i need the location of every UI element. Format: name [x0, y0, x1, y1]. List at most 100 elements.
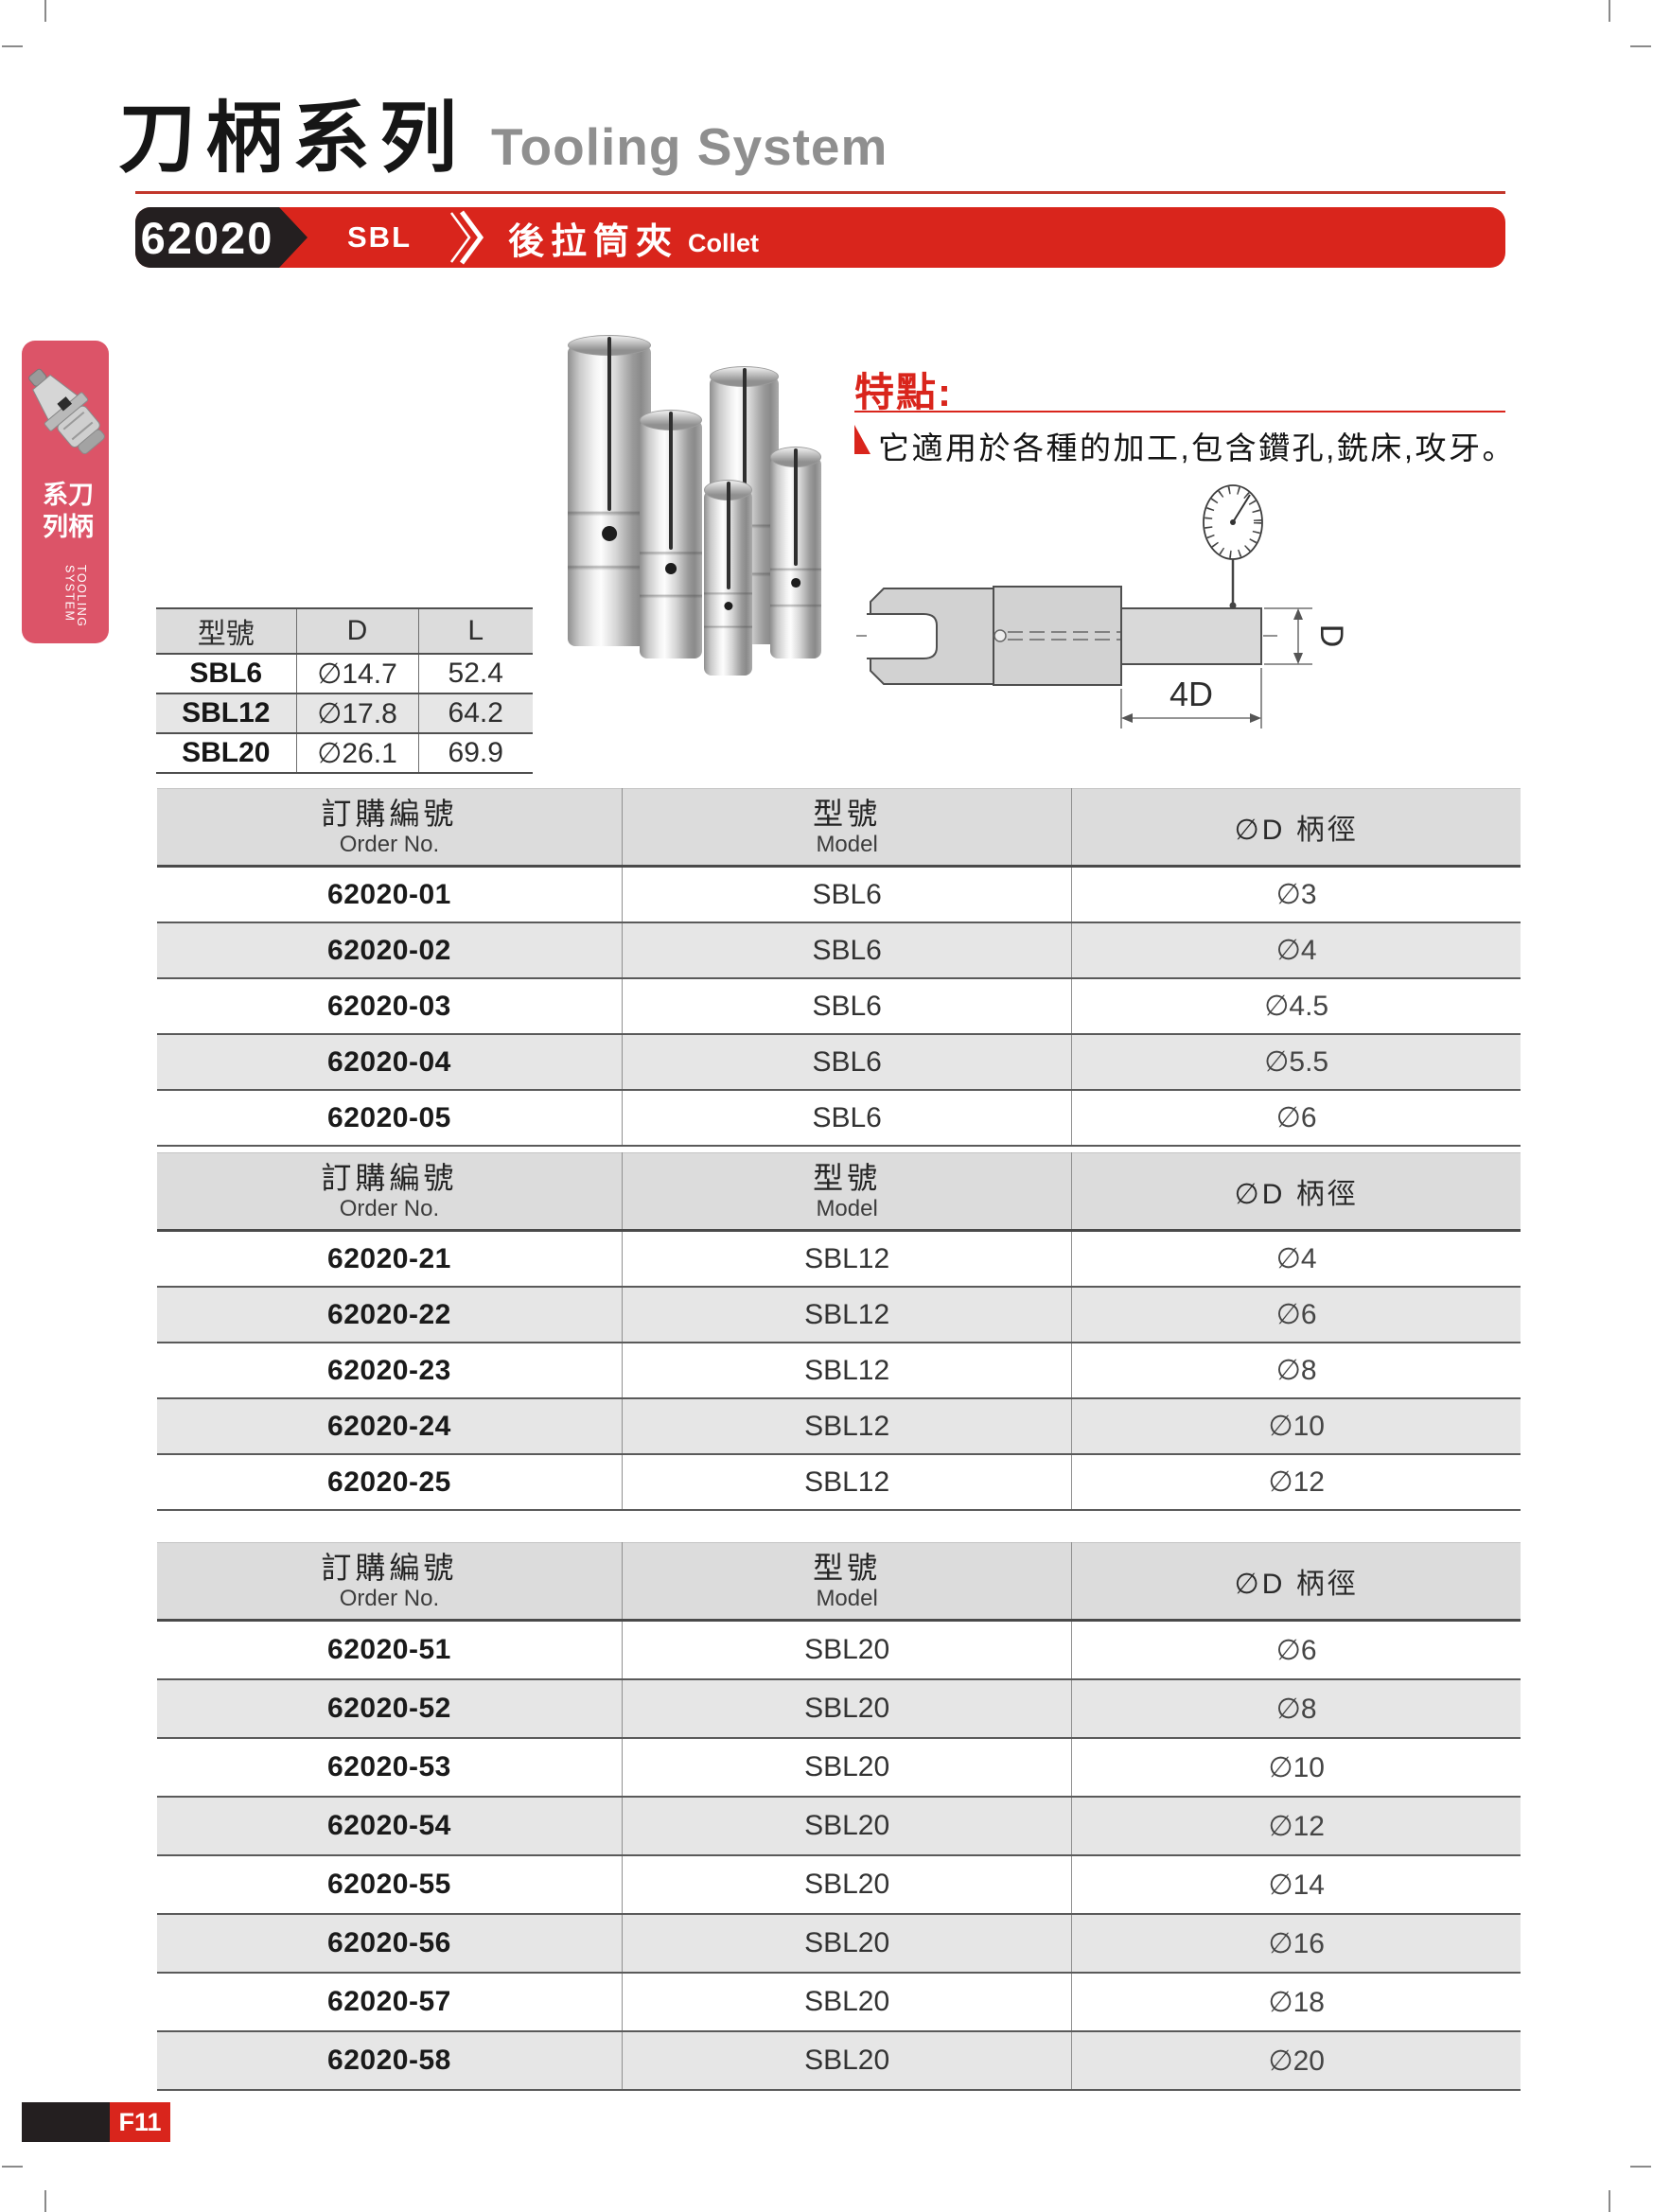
- d-cell: ∅17.8: [296, 693, 419, 734]
- order-table-sbl12: 訂購編號 Order No. 型號 Model ∅D 柄徑 62020-21 SB…: [157, 1152, 1521, 1511]
- model-cell: SBL20: [622, 1679, 1073, 1739]
- collet-photo-item: [640, 420, 702, 658]
- sidebar-label-en: TOOLING SYSTEM: [62, 565, 89, 628]
- order-no-cell: 62020-05: [157, 1090, 623, 1147]
- table-row: 62020-03 SBL6 ∅4.5: [157, 978, 1521, 1035]
- crop-mark: [44, 0, 46, 22]
- diameter-cell: ∅18: [1071, 1973, 1521, 2032]
- page-number-badge: F11: [110, 2102, 170, 2142]
- banner-arrow-shape: [279, 207, 308, 268]
- order-no-cell: 62020-22: [157, 1287, 623, 1343]
- feature-item: 它適用於各種的加工,包含鑽孔,銑床,攻牙。: [854, 423, 1516, 468]
- chevron-right-icon: [449, 210, 484, 265]
- dial-needle: [1232, 494, 1251, 523]
- model-header: 型號 Model: [622, 1152, 1073, 1232]
- table-row: 62020-01 SBL6 ∅3: [157, 866, 1521, 923]
- model-header: 型號 Model: [622, 1542, 1073, 1622]
- slit-relief-hole: [994, 629, 1007, 642]
- product-photo: [541, 324, 858, 681]
- order-no-cell: 62020-53: [157, 1738, 623, 1798]
- collet-photo-item: [704, 490, 752, 676]
- table-row: 62020-58 SBL20 ∅20: [157, 2031, 1521, 2091]
- model-cell: SBL6: [156, 654, 297, 694]
- diameter-header: ∅D 柄徑: [1071, 1152, 1521, 1232]
- d-cell: ∅14.7: [296, 654, 419, 694]
- page-title: 刀柄系列 Tooling System: [118, 100, 888, 178]
- order-no-cell: 62020-01: [157, 866, 623, 923]
- diameter-cell: ∅10: [1071, 1398, 1521, 1455]
- collet-body: [993, 586, 1122, 686]
- order-no-header: 訂購編號 Order No.: [157, 788, 623, 868]
- order-table-header-row: 訂購編號 Order No. 型號 Model ∅D 柄徑: [157, 1152, 1521, 1232]
- order-no-cell: 62020-23: [157, 1343, 623, 1399]
- diameter-cell: ∅6: [1071, 1090, 1521, 1147]
- sidebar-series-tab: 刀柄系列 TOOLING SYSTEM: [22, 341, 109, 643]
- order-no-header: 訂購編號 Order No.: [157, 1542, 623, 1622]
- crop-mark: [1609, 2190, 1610, 2212]
- product-banner: 62020 SBL 後拉筒夾 Collet: [135, 207, 1505, 268]
- table-row: 62020-53 SBL20 ∅10: [157, 1738, 1521, 1798]
- table-row: 62020-05 SBL6 ∅6: [157, 1090, 1521, 1147]
- order-table-sbl20: 訂購編號 Order No. 型號 Model ∅D 柄徑 62020-51 SB…: [157, 1542, 1521, 2091]
- order-no-cell: 62020-58: [157, 2031, 623, 2091]
- dial-center: [1230, 519, 1236, 525]
- spec-header-model: 型號: [156, 607, 297, 655]
- table-row: 62020-51 SBL20 ∅6: [157, 1620, 1521, 1680]
- order-table-sbl6: 訂購編號 Order No. 型號 Model ∅D 柄徑 62020-01 SB…: [157, 788, 1521, 1147]
- table-row: 62020-24 SBL12 ∅10: [157, 1398, 1521, 1455]
- table-row: 62020-25 SBL12 ∅12: [157, 1454, 1521, 1511]
- diameter-cell: ∅20: [1071, 2031, 1521, 2091]
- product-name-zh: 後拉筒夾: [508, 221, 679, 262]
- model-cell: SBL20: [622, 1855, 1073, 1915]
- model-cell: SBL12: [622, 1398, 1073, 1455]
- diameter-cell: ∅3: [1071, 866, 1521, 923]
- triangle-bullet-icon: [854, 425, 870, 454]
- crop-mark: [2, 2166, 23, 2168]
- clevis-notch: [867, 613, 938, 659]
- diameter-cell: ∅10: [1071, 1738, 1521, 1798]
- order-table-header-row: 訂購編號 Order No. 型號 Model ∅D 柄徑: [157, 788, 1521, 868]
- order-no-cell: 62020-02: [157, 922, 623, 979]
- footer-bar: [22, 2102, 110, 2142]
- model-cell: SBL6: [622, 922, 1073, 979]
- model-cell: SBL12: [622, 1343, 1073, 1399]
- diameter-cell: ∅8: [1071, 1679, 1521, 1739]
- sidebar-series-label: 刀柄系列 TOOLING SYSTEM: [39, 481, 93, 643]
- page-title-zh: 刀柄系列: [118, 96, 467, 182]
- crop-mark: [1630, 2166, 1651, 2168]
- crop-mark: [1630, 45, 1651, 47]
- d-cell: ∅26.1: [296, 733, 419, 774]
- diameter-cell: ∅12: [1071, 1454, 1521, 1511]
- spec-header-d: D: [296, 607, 419, 655]
- model-cell: SBL12: [156, 693, 297, 734]
- diameter-cell: ∅5.5: [1071, 1034, 1521, 1091]
- features-heading: 特點:: [854, 370, 953, 414]
- table-row: 62020-56 SBL20 ∅16: [157, 1914, 1521, 1974]
- spec-header-l: L: [418, 607, 533, 655]
- diameter-cell: ∅12: [1071, 1797, 1521, 1856]
- l-cell: 52.4: [418, 654, 533, 694]
- collet-photo-item: [568, 345, 651, 646]
- table-row: 62020-04 SBL6 ∅5.5: [157, 1034, 1521, 1091]
- model-header: 型號 Model: [622, 788, 1073, 868]
- spec-header-row: 型號 D L: [156, 607, 533, 655]
- order-table-header-row: 訂購編號 Order No. 型號 Model ∅D 柄徑: [157, 1542, 1521, 1622]
- table-row: SBL6 ∅14.7 52.4: [156, 654, 533, 694]
- table-row: 62020-54 SBL20 ∅12: [157, 1797, 1521, 1856]
- table-row: 62020-02 SBL6 ∅4: [157, 922, 1521, 979]
- order-no-header: 訂購編號 Order No.: [157, 1152, 623, 1232]
- crop-mark: [2, 45, 23, 47]
- table-row: SBL12 ∅17.8 64.2: [156, 693, 533, 734]
- l-cell: 69.9: [418, 733, 533, 774]
- dimension-4d-label: 4D: [1169, 675, 1213, 713]
- model-cell: SBL20: [622, 1973, 1073, 2032]
- feature-text: 它適用於各種的加工,包含鑽孔,銑床,攻牙。: [878, 430, 1517, 465]
- model-cell: SBL20: [622, 1738, 1073, 1798]
- order-no-cell: 62020-04: [157, 1034, 623, 1091]
- dimension-d-label: D: [1313, 624, 1349, 648]
- dial-tip: [1229, 602, 1237, 609]
- table-row: 62020-22 SBL12 ∅6: [157, 1287, 1521, 1343]
- diameter-cell: ∅8: [1071, 1343, 1521, 1399]
- technical-drawing: D 4D: [856, 484, 1349, 729]
